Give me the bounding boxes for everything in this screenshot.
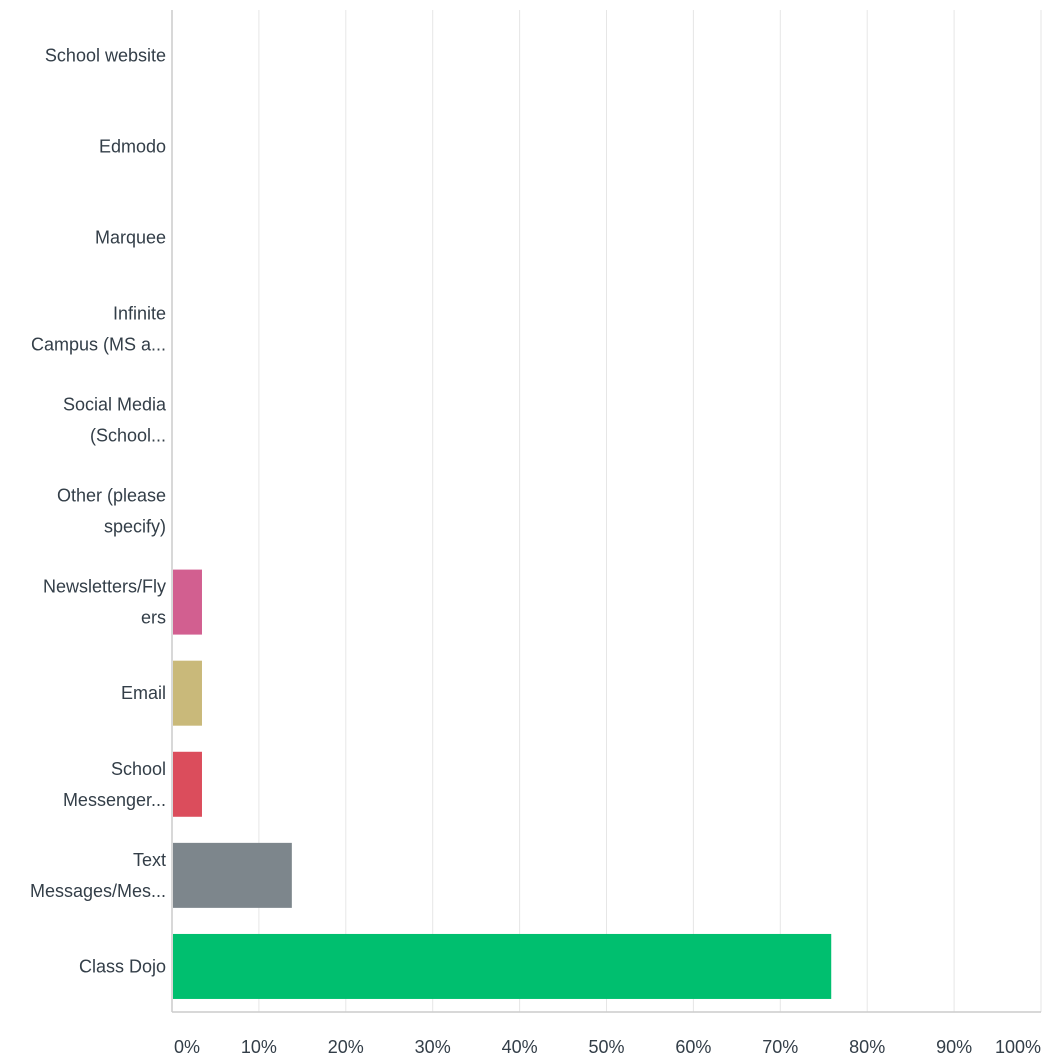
- category-label: specify): [104, 517, 166, 537]
- category-label: Text: [133, 850, 166, 870]
- x-tick-label: 100%: [995, 1037, 1041, 1057]
- bar[interactable]: Email: [173, 660, 202, 726]
- x-tick-label: 70%: [762, 1037, 798, 1057]
- category-label: ers: [141, 608, 166, 628]
- x-tick-label: 20%: [328, 1037, 364, 1057]
- category-label: Campus (MS a...: [31, 334, 166, 354]
- x-tick-labels: 0% 10% 20% 30% 40% 50% 60% 70% 80% 90% 100%: [174, 1037, 1041, 1057]
- category-label: Other (please: [57, 486, 166, 506]
- category-label: School website: [45, 46, 166, 66]
- x-tick-label: 10%: [241, 1037, 277, 1057]
- bar[interactable]: Text Messages/Mes...: [173, 842, 292, 908]
- category-label: School: [111, 759, 166, 779]
- category-label: Social Media: [63, 394, 167, 414]
- x-tick-label: 60%: [675, 1037, 711, 1057]
- category-label: Messages/Mes...: [30, 881, 166, 901]
- category-label: Infinite: [113, 303, 166, 323]
- x-tick-label: 50%: [588, 1037, 624, 1057]
- category-label: Edmodo: [99, 137, 166, 157]
- axes: [171, 10, 1041, 1013]
- x-tick-label: 90%: [936, 1037, 972, 1057]
- x-tick-label: 40%: [502, 1037, 538, 1057]
- gridlines: [258, 10, 1042, 1012]
- category-label: Email: [121, 683, 166, 703]
- bar[interactable]: Class Dojo: [173, 933, 832, 999]
- category-labels: School website Edmodo Marquee Infinite Campu…: [30, 46, 167, 977]
- category-label: (School...: [90, 425, 166, 445]
- bar[interactable]: School Messenger...: [173, 751, 202, 817]
- category-label: Newsletters/Fly: [43, 577, 166, 597]
- x-tick-label: 80%: [849, 1037, 885, 1057]
- category-label: Messenger...: [63, 790, 166, 810]
- category-label: Class Dojo: [79, 956, 166, 976]
- x-tick-label: 0%: [174, 1037, 200, 1057]
- category-label: Marquee: [95, 228, 166, 248]
- x-tick-label: 30%: [415, 1037, 451, 1057]
